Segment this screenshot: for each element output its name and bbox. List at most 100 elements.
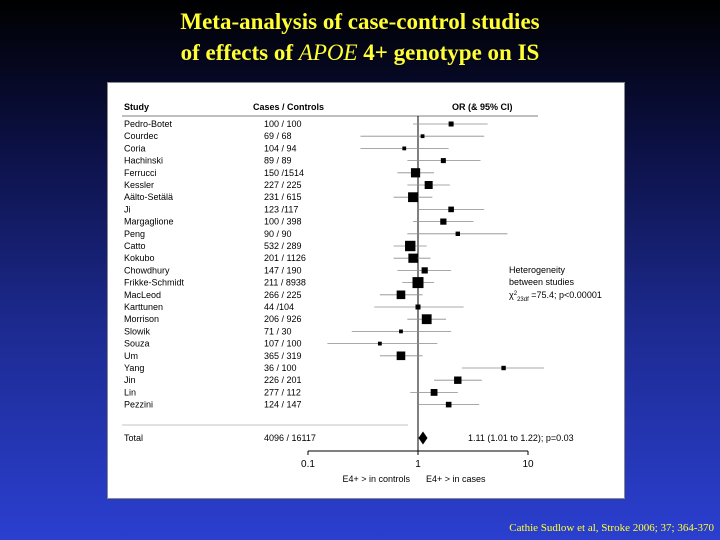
study-or-square (455, 231, 460, 236)
study-or-square (440, 158, 446, 164)
study-name: Catto (124, 241, 146, 251)
study-counts: 201 / 1126 (264, 253, 306, 263)
study-name: Pedro-Botet (124, 119, 173, 129)
x-tick-label: 1 (415, 459, 421, 470)
study-name: Ji (124, 204, 131, 214)
study-or-square (501, 365, 506, 371)
study-name: Yang (124, 363, 144, 373)
study-or-square (420, 134, 425, 139)
study-name: Chowdhury (124, 265, 170, 275)
study-or-square (396, 351, 406, 361)
study-counts: 90 / 90 (264, 229, 292, 239)
slide-title: Meta-analysis of case-control studies of… (0, 6, 720, 68)
study-name: MacLeod (124, 290, 161, 300)
total-effect-label: 1.11 (1.01 to 1.22); p=0.03 (468, 433, 574, 443)
study-counts: 44 /104 (264, 302, 294, 312)
chi-symbol: χ (509, 290, 514, 300)
total-diamond (418, 431, 428, 445)
study-counts: 104 / 94 (264, 143, 297, 153)
study-counts: 36 / 100 (264, 363, 297, 373)
heterogeneity-line-2: between studies (509, 277, 575, 287)
title-line-1: Meta-analysis of case-control studies (180, 9, 540, 34)
header-counts: Cases / Controls (253, 102, 324, 112)
title-line-2-post: 4+ genotype on IS (357, 40, 540, 65)
study-counts: 69 / 68 (264, 131, 292, 141)
study-or-square (412, 277, 424, 289)
study-name: Karttunen (124, 302, 163, 312)
study-or-square (424, 181, 433, 189)
title-gene: APOE (298, 40, 358, 65)
study-counts: 226 / 201 (264, 375, 302, 385)
study-or-square (430, 389, 438, 396)
study-or-square (421, 314, 432, 325)
study-name: Lin (124, 387, 136, 397)
heterogeneity-line-1: Heterogeneity (509, 265, 566, 275)
study-counts: 231 / 615 (264, 192, 302, 202)
study-counts: 147 / 190 (264, 265, 302, 275)
study-counts: 211 / 8938 (264, 278, 306, 288)
study-name: Um (124, 351, 138, 361)
study-name: Ferrucci (124, 168, 157, 178)
citation: Cathie Sudlow et al, Stroke 2006; 37; 36… (509, 522, 714, 534)
study-name: Coria (124, 143, 146, 153)
study-name: Kessler (124, 180, 154, 190)
study-counts: 227 / 225 (264, 180, 302, 190)
study-name: Kokubo (124, 253, 155, 263)
study-or-square (408, 253, 418, 263)
study-or-square (448, 206, 454, 213)
study-counts: 107 / 100 (264, 339, 302, 349)
chi-superscript: 2 (514, 291, 518, 297)
study-name: Courdec (124, 131, 159, 141)
study-name: Souza (124, 339, 150, 349)
study-name: Aälto-Setälä (124, 192, 173, 202)
study-counts: 123 /117 (264, 204, 298, 214)
study-or-square (454, 376, 462, 384)
study-counts: 150 /1514 (264, 168, 304, 178)
study-or-square (440, 218, 447, 225)
title-line-2: of effects of APOE 4+ genotype on IS (0, 37, 720, 68)
chi-statistic: =75.4; p<0.00001 (529, 290, 602, 300)
study-name: Margaglione (124, 217, 174, 227)
study-counts: 365 / 319 (264, 351, 302, 361)
direction-label-left: E4+ > in controls (342, 474, 410, 484)
total-label: Total (124, 433, 143, 443)
study-counts: 124 / 147 (264, 400, 302, 410)
study-or-square (396, 290, 406, 300)
heterogeneity-stat: χ223df =75.4; p<0.00001 (509, 290, 602, 303)
study-counts: 100 / 398 (264, 217, 302, 227)
study-or-square (415, 304, 421, 310)
study-counts: 71 / 30 (264, 326, 292, 336)
header-study: Study (124, 102, 149, 112)
study-name: Frikke-Schmidt (124, 278, 185, 288)
study-or-square (405, 240, 416, 252)
study-counts: 266 / 225 (264, 290, 302, 300)
study-name: Pezzini (124, 400, 153, 410)
direction-label-right: E4+ > in cases (426, 474, 486, 484)
study-counts: 277 / 112 (264, 387, 301, 397)
chi-subscript: 23df (517, 297, 529, 303)
study-name: Slowik (124, 326, 151, 336)
study-counts: 206 / 926 (264, 314, 302, 324)
study-counts: 89 / 89 (264, 156, 292, 166)
study-name: Jin (124, 375, 136, 385)
study-counts: 532 / 289 (264, 241, 302, 251)
study-or-square (402, 146, 407, 151)
study-or-square (408, 192, 418, 203)
study-or-square (410, 168, 421, 178)
total-counts: 4096 / 16117 (264, 433, 316, 443)
title-line-2-pre: of effects of (180, 40, 299, 65)
x-tick-label: 0.1 (301, 459, 315, 470)
header-effect: OR (& 95% CI) (452, 102, 513, 112)
study-name: Morrison (124, 314, 159, 324)
study-or-square (421, 267, 428, 274)
study-name: Peng (124, 229, 145, 239)
study-name: Hachinski (124, 156, 163, 166)
forest-plot-panel: Study Cases / Controls OR (& 95% CI) Pedro-… (107, 82, 625, 499)
study-or-square (377, 341, 382, 346)
study-counts: 100 / 100 (264, 119, 302, 129)
study-or-square (445, 401, 452, 408)
study-or-square (448, 121, 454, 127)
x-tick-label: 10 (522, 459, 534, 470)
forest-plot: Study Cases / Controls OR (& 95% CI) Pedro-… (122, 102, 602, 484)
study-or-square (399, 329, 403, 334)
